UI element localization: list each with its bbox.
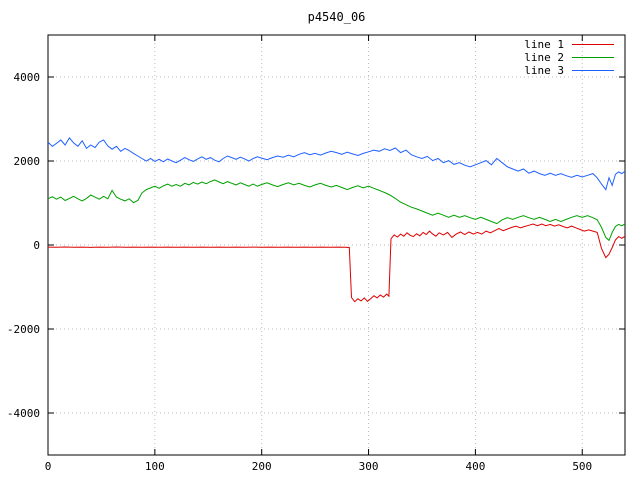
x-tick-label: 0 — [45, 460, 52, 473]
series-line-2 — [47, 179, 626, 242]
legend-label: line 1 — [524, 38, 564, 51]
y-tick-label: 4000 — [14, 71, 41, 84]
legend-line-sample — [572, 57, 614, 58]
y-tick-label: 2000 — [14, 155, 41, 168]
chart-title: p4540_06 — [307, 10, 366, 24]
legend-label: line 2 — [524, 51, 564, 64]
y-tick-label: -2000 — [7, 323, 40, 336]
x-tick-label: 500 — [572, 460, 592, 473]
x-tick-label: 100 — [145, 460, 165, 473]
y-tick-label: 0 — [33, 239, 40, 252]
y-tick-label: -4000 — [7, 407, 40, 420]
legend-item: line 2 — [524, 51, 614, 64]
plot-border — [47, 34, 626, 456]
legend: line 1 line 2 line 3 — [524, 38, 614, 77]
legend-label: line 3 — [524, 64, 564, 77]
series-line-3 — [47, 137, 626, 191]
legend-item: line 3 — [524, 64, 614, 77]
x-tick-label: 200 — [252, 460, 272, 473]
series-line-1 — [47, 223, 626, 303]
legend-item: line 1 — [524, 38, 614, 51]
x-tick-label: 300 — [359, 460, 379, 473]
legend-line-sample — [572, 70, 614, 71]
legend-line-sample — [572, 44, 614, 45]
x-tick-label: 400 — [465, 460, 485, 473]
